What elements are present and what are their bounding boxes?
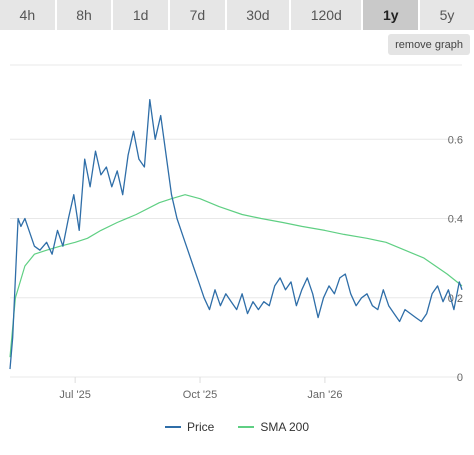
tab-30d[interactable]: 30d [226, 0, 292, 30]
remove-graph-button[interactable]: remove graph [388, 34, 470, 55]
timeframe-tabs: 4h 8h 1d 7d 30d 120d 1y 5y [0, 0, 474, 30]
chart-legend: Price SMA 200 [0, 420, 474, 434]
y-tick-label: 0 [457, 372, 463, 384]
x-tick-label: Oct '25 [183, 389, 218, 401]
tab-5y[interactable]: 5y [420, 0, 474, 30]
series-line-price [9, 98, 463, 370]
tab-1y[interactable]: 1y [363, 0, 421, 30]
legend-item-sma-200[interactable]: SMA 200 [238, 420, 309, 434]
legend-label: Price [186, 420, 215, 434]
tab-120d[interactable]: 120d [291, 0, 364, 30]
legend-swatch [238, 426, 255, 428]
y-tick-label: 0.6 [448, 134, 463, 146]
y-tick-label: 0.4 [448, 214, 463, 226]
legend-item-price[interactable]: Price [164, 420, 215, 434]
tab-4h[interactable]: 4h [0, 0, 57, 30]
tab-7d[interactable]: 7d [170, 0, 227, 30]
x-tick-label: Jan '26 [307, 389, 342, 401]
x-tick-label: Jul '25 [59, 389, 90, 401]
tab-8h[interactable]: 8h [56, 0, 114, 30]
tab-1d[interactable]: 1d [113, 0, 171, 30]
legend-label: SMA 200 [260, 420, 310, 434]
legend-swatch [164, 426, 181, 428]
